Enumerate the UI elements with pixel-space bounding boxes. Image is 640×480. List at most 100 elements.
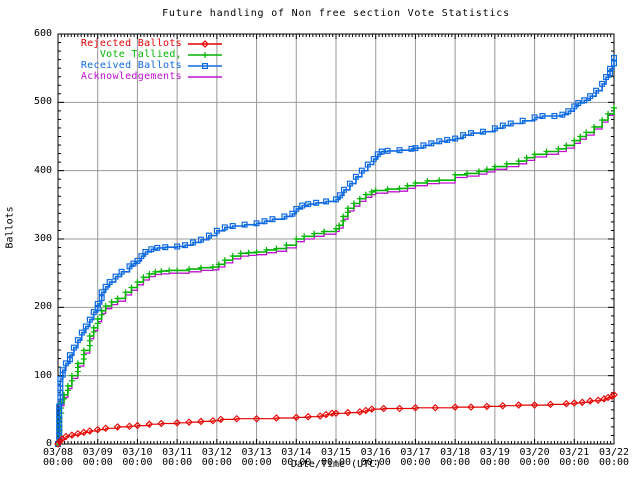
marker-square — [59, 367, 66, 374]
marker-diamond — [62, 432, 70, 441]
marker-diamond — [209, 416, 217, 425]
x-tick-label: 03/09 00:00 — [82, 447, 113, 468]
marker-square — [134, 257, 141, 264]
marker-diamond — [101, 424, 110, 433]
marker-diamond — [570, 399, 579, 407]
marker-square — [305, 201, 312, 208]
marker-square — [162, 244, 169, 251]
legend-label: Acknowledgements — [80, 71, 182, 82]
legend-item-rejected-ballots: Rejected Ballots — [60, 38, 223, 49]
marker-square — [531, 114, 538, 121]
marker-square — [106, 279, 113, 286]
marker-square — [436, 138, 443, 145]
marker-diamond — [514, 401, 523, 409]
marker-square — [82, 323, 89, 330]
marker-square — [539, 112, 546, 119]
marker-square — [468, 130, 475, 137]
marker-square — [299, 202, 306, 209]
legend-none-swatch-icon — [188, 75, 222, 78]
marker-square — [66, 352, 73, 359]
marker-square — [559, 111, 566, 118]
marker-square — [607, 69, 614, 76]
marker-diamond — [451, 403, 459, 411]
marker-square — [56, 407, 63, 414]
marker-diamond — [252, 414, 261, 423]
marker-diamond — [395, 404, 404, 413]
marker-square — [138, 253, 145, 260]
marker-diamond — [586, 397, 594, 405]
legend-item-received-ballots: Received Ballots — [60, 60, 223, 71]
marker-square — [78, 329, 85, 336]
marker-square — [289, 210, 296, 217]
marker-square — [346, 180, 353, 187]
marker-square — [519, 117, 526, 124]
x-tick-label: 03/15 00:00 — [320, 447, 352, 468]
marker-diamond — [322, 410, 330, 419]
marker-diamond — [113, 423, 122, 431]
marker-square — [56, 428, 63, 435]
x-tick-label: 03/16 00:00 — [360, 447, 391, 468]
legend-square-swatch-icon — [188, 62, 222, 69]
marker-diamond — [367, 405, 376, 413]
x-tick-label: 03/13 00:00 — [241, 447, 272, 468]
marker-square — [56, 415, 63, 422]
marker-square — [499, 122, 506, 129]
marker-square — [571, 103, 578, 110]
marker-diamond — [362, 406, 370, 415]
marker-square — [593, 87, 600, 94]
marker-diamond — [185, 418, 193, 426]
x-tick-label: 03/14 00:00 — [281, 447, 312, 468]
marker-square — [551, 112, 558, 119]
marker-square — [428, 140, 435, 147]
marker-square — [479, 128, 486, 135]
marker-diamond — [546, 400, 555, 409]
legend-diamond-swatch-icon — [188, 39, 222, 48]
marker-diamond — [594, 396, 602, 405]
marker-square — [491, 125, 498, 132]
marker-square — [154, 244, 161, 251]
marker-diamond — [56, 437, 64, 446]
chart-title: Future handling of Non free section Vote… — [162, 8, 510, 19]
y-tick-label: 500 — [33, 96, 52, 108]
marker-square — [281, 213, 288, 220]
marker-square — [118, 268, 125, 275]
marker-square — [396, 147, 403, 154]
marker-square — [190, 239, 197, 246]
marker-diamond — [292, 413, 301, 422]
marker-square — [269, 216, 276, 223]
marker-diamond — [157, 419, 166, 428]
marker-diamond — [356, 408, 364, 416]
marker-square — [62, 360, 69, 367]
marker-square — [313, 199, 320, 206]
legend-label: Vote Tallied, — [99, 49, 182, 60]
marker-square — [261, 218, 268, 225]
marker-square — [581, 97, 588, 104]
marker-diamond — [411, 404, 420, 412]
x-tick-label: 03/22 00:00 — [598, 447, 630, 468]
marker-square — [142, 248, 149, 255]
marker-diamond — [483, 402, 491, 411]
legend-item-acknowledgements: Acknowledgements — [60, 71, 223, 82]
marker-square — [336, 192, 343, 199]
legend: Rejected Ballots Vote Tallied, Received Ba… — [60, 38, 223, 82]
marker-square — [333, 196, 340, 203]
marker-square — [56, 432, 63, 439]
marker-square — [610, 54, 617, 61]
marker-square — [94, 300, 101, 307]
marker-diamond — [431, 404, 440, 412]
y-tick-label: 200 — [33, 301, 52, 313]
marker-square — [98, 295, 105, 302]
marker-square — [340, 186, 347, 193]
x-tick-label: 03/17 00:00 — [400, 447, 431, 468]
marker-square — [197, 236, 204, 243]
marker-square — [610, 60, 617, 67]
marker-square — [98, 289, 105, 296]
marker-diamond — [80, 428, 88, 437]
marker-square — [94, 305, 101, 312]
x-tick-label: 03/10 00:00 — [122, 447, 153, 468]
marker-square — [378, 148, 385, 155]
marker-diamond — [578, 398, 587, 407]
marker-square — [74, 337, 81, 344]
y-tick-label: 0 — [45, 438, 52, 449]
marker-diamond — [467, 403, 475, 411]
